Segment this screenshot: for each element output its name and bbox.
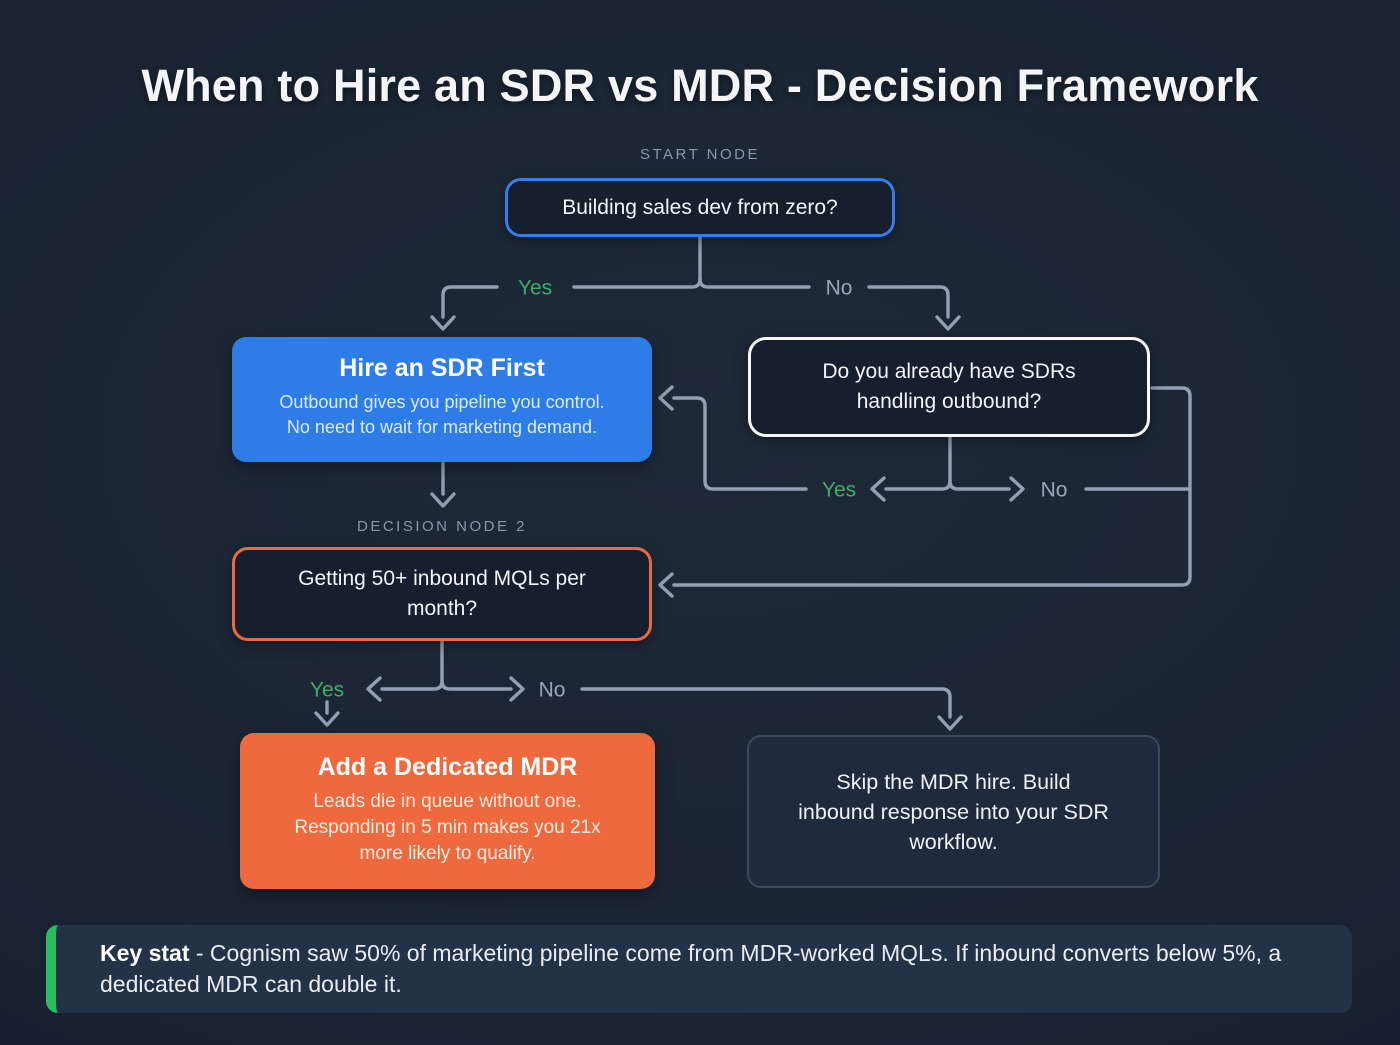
edge-have-sdrs-yes-to-hire-sdr: [658, 385, 952, 502]
edge-label-yes-start: Yes: [517, 276, 553, 300]
arrowhead-right-at-no: [509, 676, 525, 702]
edge-start-to-have-sdrs: [698, 277, 961, 331]
key-stat-label: Key stat: [100, 940, 190, 966]
hire-sdr-title: Hire an SDR First: [339, 354, 545, 382]
arrowhead-left-at-yes: [366, 676, 382, 702]
key-stat-text: Key stat - Cognism saw 50% of marketing …: [100, 938, 1328, 1000]
arrowhead-left-into-decision2: [658, 572, 674, 598]
arrowhead-down-into-hire-sdr: [430, 315, 456, 331]
add-mdr-title: Add a Dedicated MDR: [317, 753, 578, 781]
decision-node-2: Getting 50+ inbound MQLs per month?: [232, 547, 652, 641]
edge-label-no-mqls: No: [538, 678, 566, 702]
skip-mdr-node: Skip the MDR hire. Build inbound respons…: [747, 735, 1160, 888]
decision-node-2-text: Getting 50+ inbound MQLs per month?: [298, 567, 586, 620]
have-sdrs-text: Do you already have SDRs handling outbou…: [822, 360, 1076, 413]
edge-label-yes-have-sdrs: Yes: [821, 478, 857, 502]
page-title: When to Hire an SDR vs MDR - Decision Fr…: [141, 60, 1259, 111]
arrowhead-left-into-hire-sdr: [658, 385, 674, 411]
edge-label-no-have-sdrs: No: [1040, 478, 1068, 502]
arrowhead-right-at-no: [1009, 476, 1025, 502]
decision-node-2-section-label: DECISION NODE 2: [356, 518, 528, 535]
start-node-text: Building sales dev from zero?: [562, 195, 838, 219]
edge-label-yes-mqls: Yes: [309, 678, 345, 702]
arrowhead-down-into-have-sdrs: [935, 315, 961, 331]
arrowhead-down-into-skip-mdr: [937, 715, 963, 731]
hire-sdr-node: Hire an SDR First Outbound gives you pip…: [232, 337, 652, 462]
edge-decision2-no-to-skip-mdr: [440, 676, 963, 731]
start-node-section-label: START NODE: [639, 146, 761, 163]
arrowhead-down-into-add-mdr: [314, 711, 340, 727]
edge-hire-sdr-to-decision2: [430, 460, 456, 508]
skip-mdr-text: Skip the MDR hire. Build inbound respons…: [798, 769, 1109, 854]
edge-have-sdrs-no-to-decision2: [658, 386, 1192, 598]
start-node: Building sales dev from zero?: [505, 178, 895, 237]
add-mdr-body: Leads die in queue without one. Respondi…: [294, 791, 601, 864]
arrowhead-down-to-decision2: [430, 492, 456, 508]
edge-start-to-hire-sdr: [430, 235, 702, 331]
key-stat-body: - Cognism saw 50% of marketing pipeline …: [100, 940, 1282, 997]
hire-sdr-body: Outbound gives you pipeline you control.…: [279, 392, 605, 437]
arrowhead-left-at-yes: [870, 476, 886, 502]
key-stat-bar: Key stat - Cognism saw 50% of marketing …: [46, 925, 1352, 1013]
edge-label-no-start: No: [825, 276, 853, 300]
add-mdr-node: Add a Dedicated MDR Leads die in queue w…: [240, 733, 655, 889]
have-sdrs-node: Do you already have SDRs handling outbou…: [748, 337, 1150, 437]
